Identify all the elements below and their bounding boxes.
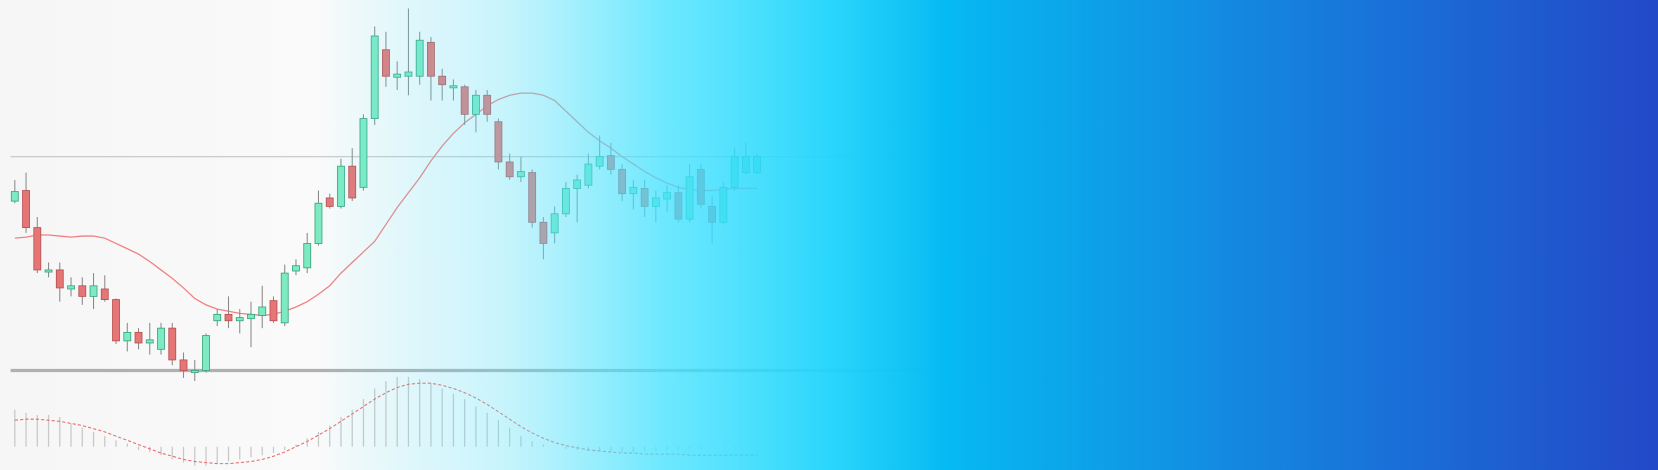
- gradient-overlay: [0, 0, 1658, 470]
- page: {"chart_data": [ {"type": "candlestick",…: [0, 0, 1658, 470]
- banner: [0, 0, 1658, 470]
